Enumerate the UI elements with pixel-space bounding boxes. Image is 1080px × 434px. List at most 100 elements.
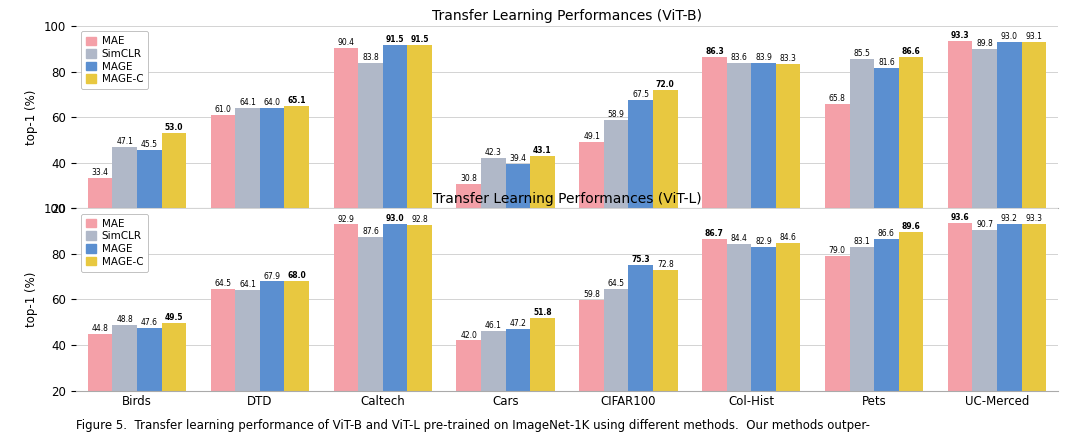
Text: 83.1: 83.1 [853,237,870,246]
Text: 49.5: 49.5 [164,313,184,322]
Text: 46.1: 46.1 [485,321,502,330]
Legend: MAE, SimCLR, MAGE, MAGE-C: MAE, SimCLR, MAGE, MAGE-C [81,214,148,272]
Text: 91.5: 91.5 [386,36,404,45]
Bar [752,63,775,254]
Bar [505,164,530,254]
Text: 68.0: 68.0 [287,271,306,280]
Text: 47.6: 47.6 [140,318,158,327]
Text: 83.3: 83.3 [780,54,797,63]
Bar [530,156,555,254]
Text: 72.0: 72.0 [656,80,675,89]
Text: 64.1: 64.1 [239,280,256,289]
Bar [653,270,677,434]
Bar [775,64,800,254]
Bar [112,325,137,434]
Text: 81.6: 81.6 [878,58,895,67]
Text: 93.2: 93.2 [1001,214,1017,223]
Text: 45.5: 45.5 [140,140,158,149]
Bar [1022,42,1047,254]
Title: Transfer Learning Performances (ViT-L): Transfer Learning Performances (ViT-L) [433,192,701,206]
Bar [382,224,407,434]
Text: 39.4: 39.4 [510,154,526,163]
Text: 33.4: 33.4 [92,168,109,177]
Bar [629,100,653,254]
Bar [899,56,923,254]
Text: 42.3: 42.3 [485,148,502,157]
Bar [407,46,432,254]
Bar [727,244,752,434]
Text: 42.0: 42.0 [460,331,477,339]
Bar [825,104,850,254]
Bar [948,223,972,434]
Text: 86.3: 86.3 [705,47,724,56]
Text: 90.4: 90.4 [337,38,354,47]
Bar [137,150,162,254]
Text: 48.8: 48.8 [117,315,133,324]
Bar [235,290,260,434]
Text: 86.6: 86.6 [902,47,920,56]
Text: 67.5: 67.5 [632,90,649,99]
Bar [702,239,727,434]
Text: 64.0: 64.0 [264,98,281,107]
Bar [457,340,481,434]
Bar [653,90,677,254]
Bar [260,282,284,434]
Text: 64.5: 64.5 [608,279,624,288]
Bar [260,108,284,254]
Bar [752,247,775,434]
Text: 51.8: 51.8 [534,308,552,317]
Bar [112,147,137,254]
Text: 30.8: 30.8 [460,174,477,183]
Legend: MAE, SimCLR, MAGE, MAGE-C: MAE, SimCLR, MAGE, MAGE-C [81,31,148,89]
Bar [211,115,235,254]
Bar [997,42,1022,254]
Text: 84.6: 84.6 [780,233,797,243]
Title: Transfer Learning Performances (ViT-B): Transfer Learning Performances (ViT-B) [432,10,702,23]
Text: 90.7: 90.7 [976,220,994,229]
Text: 92.9: 92.9 [337,214,354,224]
Bar [481,331,505,434]
Y-axis label: top-1 (%): top-1 (%) [25,272,38,327]
Bar [334,224,359,434]
Bar [407,225,432,434]
Text: 43.1: 43.1 [534,146,552,155]
Bar [457,184,481,254]
Text: 93.1: 93.1 [1025,32,1042,41]
Text: 92.8: 92.8 [411,215,428,224]
Text: 44.8: 44.8 [92,324,109,333]
Text: 58.9: 58.9 [608,110,624,119]
Bar [211,289,235,434]
Bar [334,48,359,254]
Text: 93.0: 93.0 [1001,32,1017,41]
Bar [825,256,850,434]
Bar [382,46,407,254]
Bar [579,142,604,254]
Bar [530,318,555,434]
Bar [874,239,899,434]
Bar [579,300,604,434]
Text: 89.8: 89.8 [976,39,994,48]
Bar [235,108,260,254]
Bar [997,224,1022,434]
Text: 53.0: 53.0 [164,123,184,132]
Bar [850,247,874,434]
Bar [162,323,186,434]
Text: 64.5: 64.5 [215,279,231,288]
Text: 82.9: 82.9 [755,237,772,247]
Text: 65.1: 65.1 [287,95,306,105]
Text: 61.0: 61.0 [215,105,231,114]
Text: 79.0: 79.0 [828,246,846,255]
Bar [284,105,309,254]
Text: 49.1: 49.1 [583,132,600,141]
Bar [87,178,112,254]
Bar [162,133,186,254]
Bar [359,63,382,254]
Text: 72.8: 72.8 [657,260,674,270]
Bar [1022,224,1047,434]
Bar [899,232,923,434]
Text: 83.9: 83.9 [755,53,772,62]
Bar [137,328,162,434]
Text: 65.8: 65.8 [828,94,846,103]
Bar [481,158,505,254]
Text: 75.3: 75.3 [632,255,650,264]
